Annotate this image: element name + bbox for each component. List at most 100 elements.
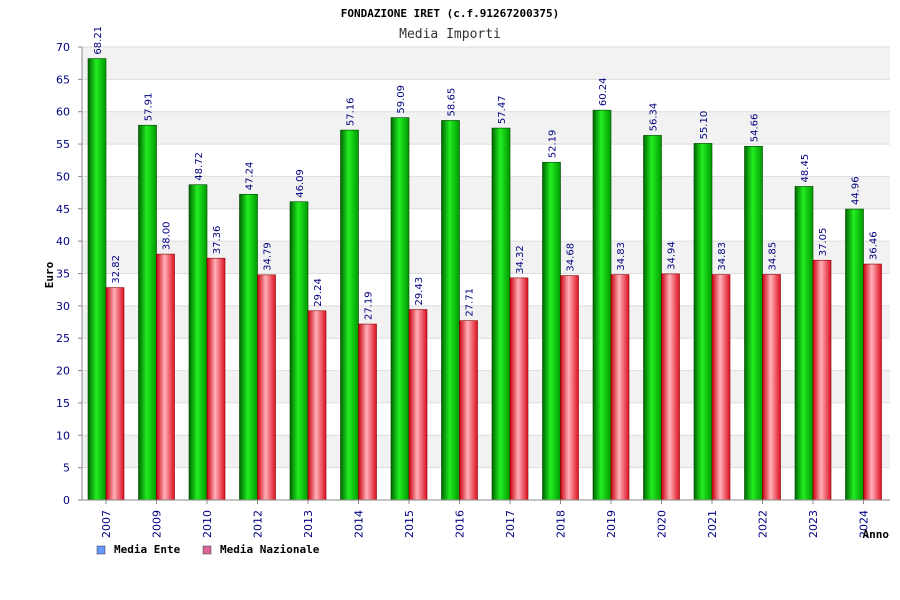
y-tick-label: 30 xyxy=(56,300,70,313)
x-tick-label: 2018 xyxy=(555,510,568,538)
data-label: 54.66 xyxy=(750,114,761,143)
data-label: 32.82 xyxy=(111,255,122,284)
x-tick-label: 2014 xyxy=(353,510,366,538)
bar-media-nazionale xyxy=(105,287,125,501)
data-label: 27.71 xyxy=(465,288,476,317)
y-tick-label: 15 xyxy=(56,397,70,410)
data-label: 56.34 xyxy=(649,103,660,132)
legend-label-media-ente: Media Ente xyxy=(114,543,181,556)
data-label: 37.36 xyxy=(212,226,223,255)
x-tick-label: 2017 xyxy=(504,510,517,538)
x-tick-label: 2012 xyxy=(252,510,265,538)
bar-media-ente xyxy=(390,117,410,501)
x-tick-label: 2015 xyxy=(403,510,416,538)
y-tick-label: 10 xyxy=(56,429,70,442)
bar-media-nazionale xyxy=(156,253,175,501)
data-label: 48.72 xyxy=(194,152,205,181)
bar-media-nazionale xyxy=(661,273,680,501)
data-label: 37.05 xyxy=(818,228,829,257)
bar-media-ente xyxy=(289,201,309,501)
data-label: 47.24 xyxy=(245,162,256,191)
bar-media-ente xyxy=(693,143,713,501)
data-label: 29.43 xyxy=(414,277,425,306)
x-tick-label: 2021 xyxy=(706,510,719,538)
legend-label-media-nazionale: Media Nazionale xyxy=(220,543,320,556)
y-axis-ticks: 0 5 10 15 20 25 30 35 40 45 50 55 60 65 70 xyxy=(56,41,82,507)
bar-media-nazionale xyxy=(509,277,529,501)
x-tick-label: 2023 xyxy=(807,510,820,538)
y-tick-label: 70 xyxy=(56,41,70,54)
y-tick-label: 55 xyxy=(56,138,70,151)
y-tick-label: 25 xyxy=(56,332,70,345)
bar-media-ente xyxy=(643,135,662,501)
y-axis-label: Euro xyxy=(43,261,56,288)
data-label: 34.83 xyxy=(717,242,728,271)
legend: Media Ente Media Nazionale xyxy=(96,543,320,556)
data-label: 34.94 xyxy=(667,241,678,270)
data-label: 27.19 xyxy=(364,291,375,320)
x-tick-label: 2010 xyxy=(201,510,214,538)
y-tick-label: 65 xyxy=(56,73,70,86)
data-label: 34.85 xyxy=(768,242,779,271)
bar-media-ente xyxy=(138,124,157,501)
bar-media-nazionale xyxy=(307,310,327,501)
data-label: 48.45 xyxy=(800,154,811,183)
x-tick-label: 2020 xyxy=(656,510,669,538)
data-label: 44.96 xyxy=(851,176,862,205)
bar-media-nazionale xyxy=(863,263,882,501)
data-label: 34.32 xyxy=(515,245,526,274)
bar-media-ente xyxy=(239,193,258,501)
data-label: 29.24 xyxy=(313,278,324,307)
data-label: 34.79 xyxy=(263,242,274,271)
x-tick-label: 2019 xyxy=(605,510,618,538)
x-tick-label: 2013 xyxy=(302,510,315,538)
data-label: 57.47 xyxy=(497,95,508,124)
bar-media-ente xyxy=(441,120,460,501)
bar-media-ente xyxy=(87,58,107,501)
data-label: 38.00 xyxy=(162,221,173,250)
grid-band xyxy=(82,47,890,80)
bar-media-nazionale xyxy=(812,259,832,501)
bar-media-nazionale xyxy=(257,274,276,501)
bar-media-nazionale xyxy=(459,320,478,501)
x-tick-label: 2009 xyxy=(151,510,164,538)
y-tick-label: 20 xyxy=(56,365,70,378)
y-tick-label: 60 xyxy=(56,106,70,119)
x-tick-label: 2007 xyxy=(100,510,113,538)
x-tick-label: 2022 xyxy=(757,510,770,538)
x-tick-label: 2016 xyxy=(454,510,467,538)
data-label: 46.09 xyxy=(295,169,306,198)
bar-media-ente xyxy=(592,109,612,501)
chart-subtitle: Media Importi xyxy=(399,27,501,42)
bar-media-nazionale xyxy=(560,275,579,501)
bar-media-nazionale xyxy=(610,274,630,501)
bar-media-nazionale xyxy=(206,257,226,501)
data-label: 55.10 xyxy=(699,111,710,140)
bar-media-ente xyxy=(845,208,864,501)
y-tick-label: 0 xyxy=(63,494,70,507)
data-label: 57.91 xyxy=(144,93,155,122)
x-axis-label: Anno xyxy=(863,528,890,541)
data-label: 58.65 xyxy=(447,88,458,117)
bar-media-nazionale xyxy=(358,323,377,501)
grid-band xyxy=(82,79,890,112)
bar-media-nazionale xyxy=(711,274,731,501)
data-labels: 68.21 32.82 57.91 38.00 48.72 37.36 47.24 34.79… xyxy=(93,26,880,320)
chart-title: FONDAZIONE IRET (c.f.91267200375) xyxy=(341,7,560,20)
bar-media-ente xyxy=(491,127,511,501)
y-tick-label: 35 xyxy=(56,268,70,281)
bar-media-ente xyxy=(188,184,208,501)
bar-media-ente xyxy=(794,186,814,501)
data-label: 34.68 xyxy=(566,243,577,272)
data-label: 60.24 xyxy=(598,78,609,107)
bar-media-nazionale xyxy=(408,309,428,501)
data-label: 59.09 xyxy=(396,85,407,114)
y-tick-label: 5 xyxy=(63,462,70,475)
bar-media-ente xyxy=(340,129,359,501)
y-tick-label: 45 xyxy=(56,203,70,216)
x-axis-ticks: 2007 2009 2010 2012 2013 2014 2015 2016 2017 2018… xyxy=(100,500,871,538)
legend-swatch-media-nazionale xyxy=(202,545,212,555)
legend-swatch-media-ente xyxy=(96,545,106,555)
grid-band xyxy=(82,111,890,145)
